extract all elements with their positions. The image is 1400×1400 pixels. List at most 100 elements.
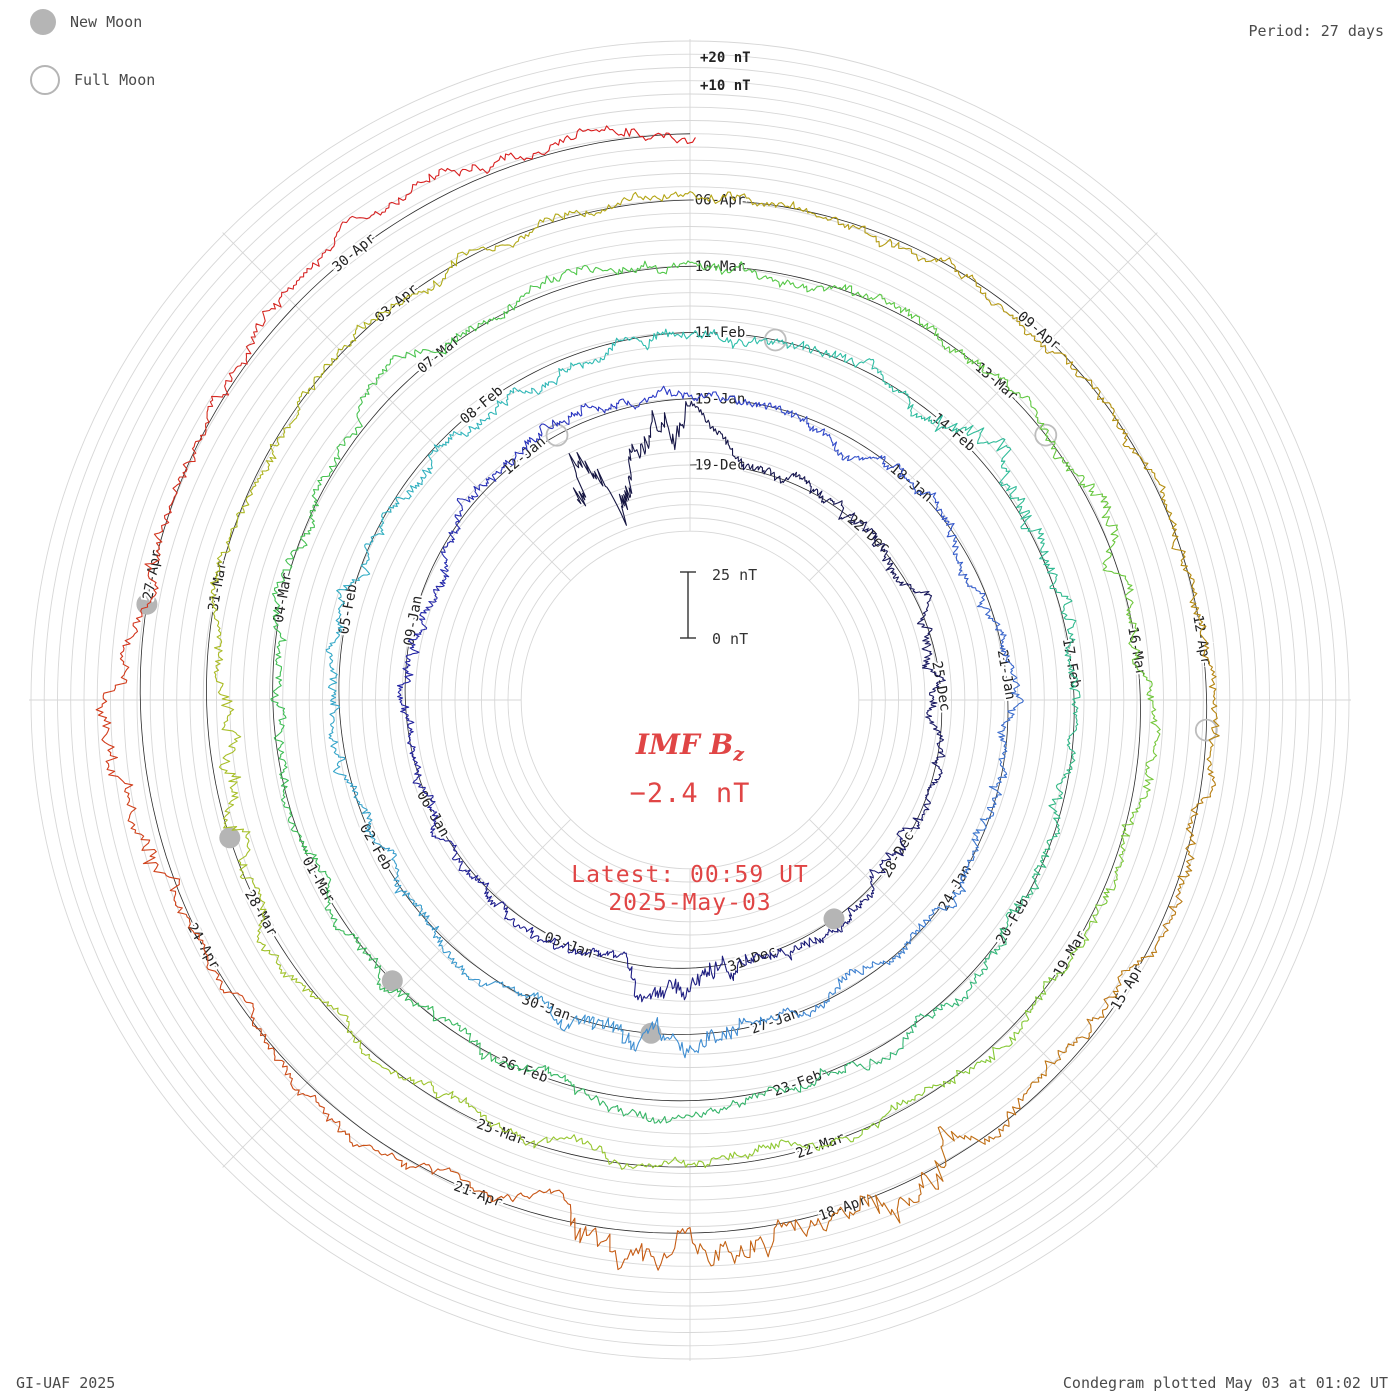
- bz-trace-segment: [950, 534, 986, 601]
- bz-trace-segment: [1177, 771, 1217, 894]
- bz-trace-segment: [1066, 663, 1081, 754]
- bz-trace-segment: [456, 459, 511, 515]
- bz-trace-segment: [842, 869, 881, 927]
- bz-trace-segment: [718, 336, 805, 350]
- bz-trace-segment: [1034, 914, 1098, 1006]
- bz-trace-segment: [95, 655, 134, 790]
- bz-trace-segment: [1126, 598, 1155, 706]
- bz-trace: [95, 125, 1220, 1271]
- bz-trace-segment: [247, 393, 303, 498]
- date-label: 13-Mar: [972, 359, 1021, 404]
- bz-trace-segment: [412, 773, 440, 840]
- bz-trace-segment: [207, 297, 282, 411]
- new-moon-marker: [640, 1022, 662, 1044]
- bz-trace-segment: [838, 500, 880, 548]
- bz-trace-segment: [325, 608, 344, 694]
- bz-trace-segment: [976, 599, 1015, 670]
- bz-trace-segment: [376, 469, 432, 536]
- bz-trace-segment: [785, 925, 844, 961]
- bz-trace-segment: [941, 257, 1036, 337]
- bz-trace-segment: [777, 976, 843, 1020]
- date-label: 19-Dec: [695, 458, 746, 474]
- bz-trace-segment: [912, 766, 943, 826]
- bz-trace-segment: [568, 451, 632, 526]
- date-label: 27-Jan: [749, 1005, 802, 1037]
- bz-trace-segment: [570, 1212, 696, 1271]
- bz-trace-segment: [841, 941, 911, 981]
- legend-new-moon: New Moon: [30, 9, 142, 35]
- bz-trace-segment: [567, 398, 639, 425]
- scale-bar: [680, 571, 696, 639]
- bz-trace-segment: [878, 543, 916, 593]
- bz-trace-segment: [341, 774, 382, 848]
- bz-trace-segment: [237, 828, 267, 945]
- bz-trace-segment: [637, 385, 710, 408]
- bz-trace-segment: [381, 155, 506, 213]
- grid-spoke: [222, 818, 572, 1168]
- bz-trace-segment: [210, 496, 250, 608]
- bz-trace-segment: [462, 275, 554, 336]
- date-label: 07-Mar: [415, 332, 464, 377]
- bz-trace-segment: [934, 1086, 1032, 1182]
- bz-trace-segment: [504, 125, 635, 161]
- bz-trace-segment: [1202, 647, 1220, 773]
- full-moon-marker: [1194, 718, 1218, 742]
- bz-trace-segment: [1009, 497, 1058, 576]
- date-labels: 19-Dec22-Dec25-Dec28-Dec31-Dec03-Jan06-J…: [138, 191, 1216, 1227]
- bz-trace-segment: [708, 391, 781, 411]
- bz-trace-segment: [654, 961, 723, 1001]
- grid-spoke: [808, 232, 1158, 582]
- bz-trace-segment: [702, 1015, 779, 1048]
- full-moon-icon: [30, 65, 60, 95]
- scale-top-label: 25 nT: [712, 566, 758, 584]
- bz-trace-segment: [552, 260, 657, 283]
- bz-trace-segment: [487, 376, 560, 420]
- baseline-spiral: [139, 133, 1208, 1234]
- bz-trace-segment: [484, 885, 534, 939]
- bz-trace-segment: [997, 668, 1024, 745]
- bz-trace-segment: [433, 1090, 535, 1146]
- bz-trace-segment: [787, 471, 843, 505]
- bz-trace-segment: [1131, 704, 1161, 814]
- bz-trace-segment: [734, 456, 789, 484]
- bz-trace-segment: [279, 210, 383, 299]
- bz-trace-segment: [380, 846, 427, 917]
- imf-bz-title: IMF Bz: [0, 728, 1380, 766]
- bz-trace-segment: [633, 328, 720, 351]
- bz-trace-segment: [336, 534, 378, 610]
- date-label: 25-Mar: [474, 1116, 527, 1148]
- bz-trace-segment: [779, 405, 839, 452]
- bz-trace-segment: [721, 948, 787, 982]
- bz-trace-segment: [1100, 493, 1134, 600]
- bz-trace-segment: [482, 209, 597, 252]
- bz-trace-segment: [251, 1017, 334, 1122]
- bz-trace-segment: [301, 311, 386, 395]
- bz-trace-segment: [332, 1120, 454, 1175]
- bz-trace-segment: [218, 719, 244, 831]
- bz-trace-segment: [1112, 892, 1183, 998]
- full-moon-marker: [763, 328, 787, 352]
- bz-trace-segment: [595, 191, 714, 214]
- bz-trace-segment: [694, 1218, 824, 1267]
- imf-title-sub: z: [733, 743, 745, 766]
- bz-trace-segment: [1048, 752, 1076, 841]
- legend-full-moon: Full Moon: [30, 65, 155, 95]
- bz-trace-segment: [452, 1171, 572, 1214]
- bz-trace-segment: [557, 336, 635, 378]
- bz-trace-segment: [621, 1016, 704, 1059]
- bz-trace-segment: [279, 769, 319, 862]
- bz-trace-segment: [282, 477, 323, 573]
- date-label: 15-Jan: [695, 391, 746, 407]
- date-label: 11-Feb: [695, 325, 746, 341]
- period-label: Period: 27 days: [1248, 22, 1384, 40]
- bz-trace-segment: [953, 1004, 1036, 1079]
- date-label: 22-Dec: [844, 512, 893, 557]
- bz-trace-segment: [438, 838, 490, 887]
- bz-trace-segment: [914, 591, 933, 651]
- imf-title-main: IMF B: [635, 728, 734, 761]
- bz-trace-segment: [396, 640, 420, 710]
- date-label: 08-Feb: [457, 383, 506, 428]
- date-label: 23-Feb: [771, 1068, 824, 1100]
- bz-trace-segment: [271, 571, 287, 673]
